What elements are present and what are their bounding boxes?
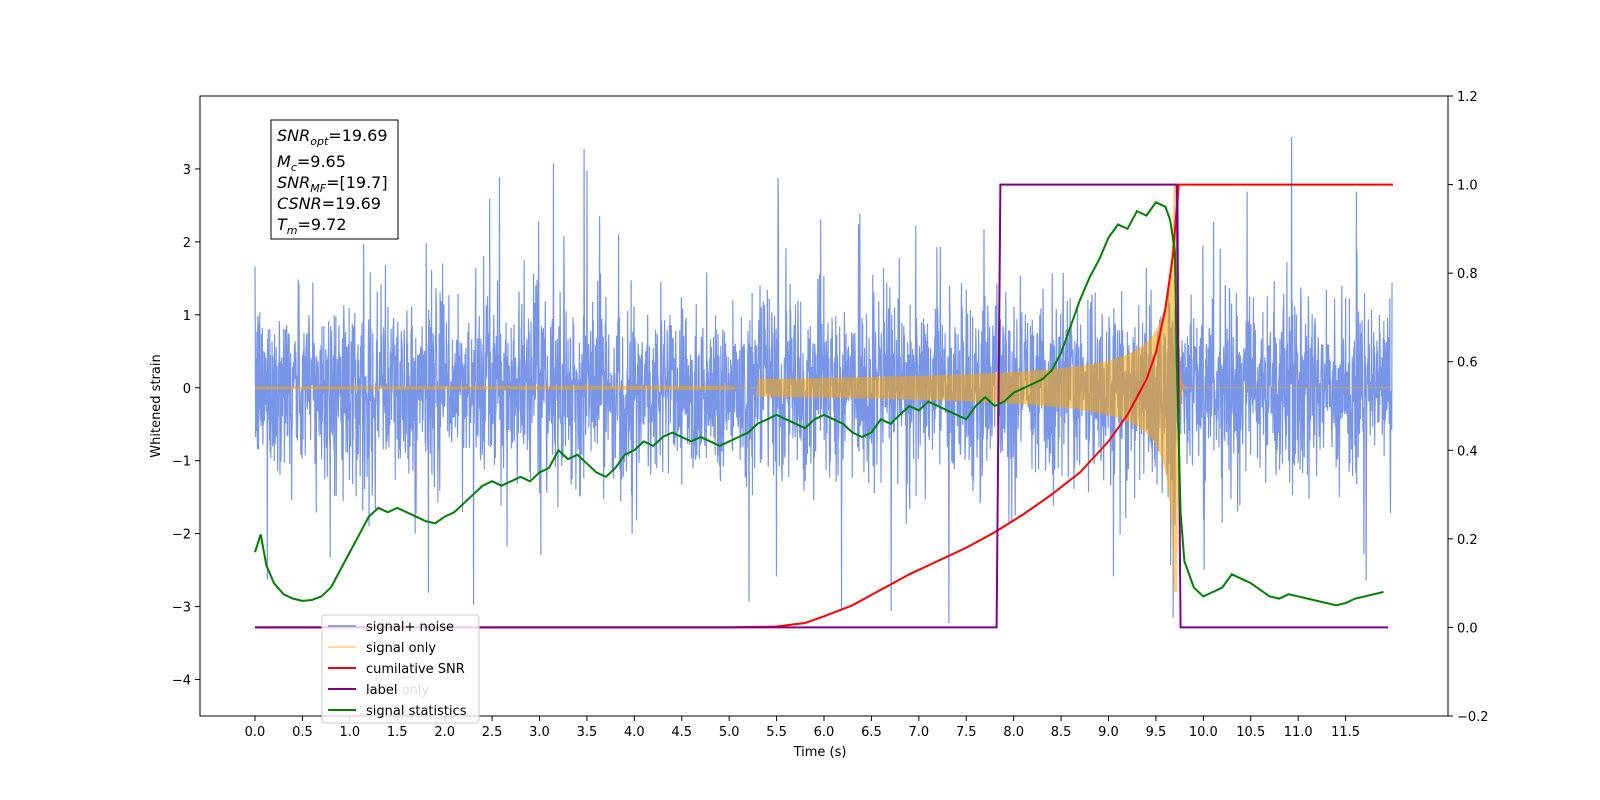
- legend-item-cumulative-snr: cumilative SNR: [328, 662, 465, 677]
- svg-text:label only: label only: [366, 683, 429, 698]
- x-tick-label: 2.0: [434, 725, 455, 740]
- x-tick-label: 3.5: [577, 725, 598, 740]
- y-axis-ticks: 3 2 1 0 −1 −2 −3 −4: [172, 163, 200, 689]
- annotation-snr-mf: SNRMF=[19.7]: [277, 173, 388, 195]
- y-tick-label: 3: [183, 163, 191, 178]
- x-tick-label: 8.5: [1051, 725, 1072, 740]
- x-tick-label: 9.0: [1098, 725, 1119, 740]
- x-tick-label: 0.5: [292, 725, 313, 740]
- x-tick-label: 10.0: [1189, 725, 1218, 740]
- x-tick-label: 10.5: [1236, 725, 1265, 740]
- y2-tick-label: 1.2: [1457, 90, 1478, 105]
- legend-item-signal-noise: signal+ noise: [328, 620, 454, 635]
- x-tick-label: 1.5: [387, 725, 408, 740]
- legend-item-signal-statistics: signal statistics: [328, 704, 467, 719]
- series-signal-only: [254, 183, 1393, 593]
- x-tick-label: 6.0: [814, 725, 835, 740]
- x-tick-label: 2.5: [482, 725, 503, 740]
- x-tick-label: 4.5: [671, 725, 692, 740]
- y-tick-label: −1: [172, 455, 191, 470]
- x-tick-label: 3.0: [529, 725, 550, 740]
- y-tick-label: 0: [183, 382, 191, 397]
- y2-tick-label: 1.0: [1457, 179, 1478, 194]
- x-tick-label: 0.0: [245, 725, 266, 740]
- svg-text:signal only: signal only: [366, 641, 436, 656]
- y2-tick-label: 0.8: [1457, 267, 1478, 282]
- x-tick-label: 4.0: [624, 725, 645, 740]
- y-tick-label: 2: [183, 236, 191, 251]
- y-tick-label: −3: [172, 601, 191, 616]
- y2-tick-label: 0.4: [1457, 444, 1478, 459]
- legend-item-signal-only: signal only: [328, 641, 436, 656]
- svg-text:label: label: [366, 683, 397, 698]
- y-tick-label: 1: [183, 309, 191, 324]
- annotation-csnr: CSNR=19.69: [277, 194, 381, 213]
- x-axis-label: Time (s): [793, 745, 847, 760]
- x-tick-label: 6.5: [861, 725, 882, 740]
- y2-tick-label: 0.6: [1457, 356, 1478, 371]
- x-tick-label: 1.0: [339, 725, 360, 740]
- y-tick-label: −4: [172, 674, 191, 689]
- y2-tick-label: −0.2: [1457, 710, 1489, 725]
- series-cumulative-snr: [255, 183, 1393, 629]
- y2-axis-ticks: 1.2 1.0 0.8 0.6 0.4 0.2 0.0 −0.2: [1448, 90, 1489, 725]
- x-tick-label: 11.0: [1284, 725, 1313, 740]
- x-tick-label: 5.5: [766, 725, 787, 740]
- annotation-box: SNRopt=19.69 Mc=9.65 SNRMF=[19.7] CSNR=1…: [270, 119, 399, 240]
- x-tick-label: 11.5: [1331, 725, 1360, 740]
- y2-tick-label: 0.2: [1457, 533, 1478, 548]
- x-tick-label: 5.0: [719, 725, 740, 740]
- x-tick-label: 9.5: [1146, 725, 1167, 740]
- legend-item-label: label only label: [328, 683, 429, 698]
- annotation-snr-opt: SNRopt=19.69: [277, 126, 388, 148]
- x-axis-ticks: 0.0 0.5 1.0 1.5 2.0 2.5 3.0 3.5 4.0 4.5 5.0 5.5 6.0 6…: [245, 716, 1360, 740]
- legend: signal+ noise signal only cumilative SNR…: [321, 614, 480, 724]
- series-signal-noise: [254, 136, 1393, 624]
- annotation-mc: Mc=9.65: [277, 152, 346, 174]
- x-tick-label: 7.0: [908, 725, 929, 740]
- svg-text:signal statistics: signal statistics: [366, 704, 467, 719]
- y-tick-label: −2: [172, 528, 191, 543]
- series-label: [255, 183, 1389, 629]
- svg-text:cumilative SNR: cumilative SNR: [366, 662, 465, 677]
- y2-tick-label: 0.0: [1457, 621, 1478, 636]
- annotation-tm: Tm=9.72: [277, 215, 347, 237]
- y-axis-label: Whitened strain: [149, 354, 164, 457]
- svg-text:signal+ noise: signal+ noise: [366, 620, 454, 635]
- series-signal-statistics: [254, 201, 1384, 607]
- x-tick-label: 8.0: [1003, 725, 1024, 740]
- x-tick-label: 7.5: [956, 725, 977, 740]
